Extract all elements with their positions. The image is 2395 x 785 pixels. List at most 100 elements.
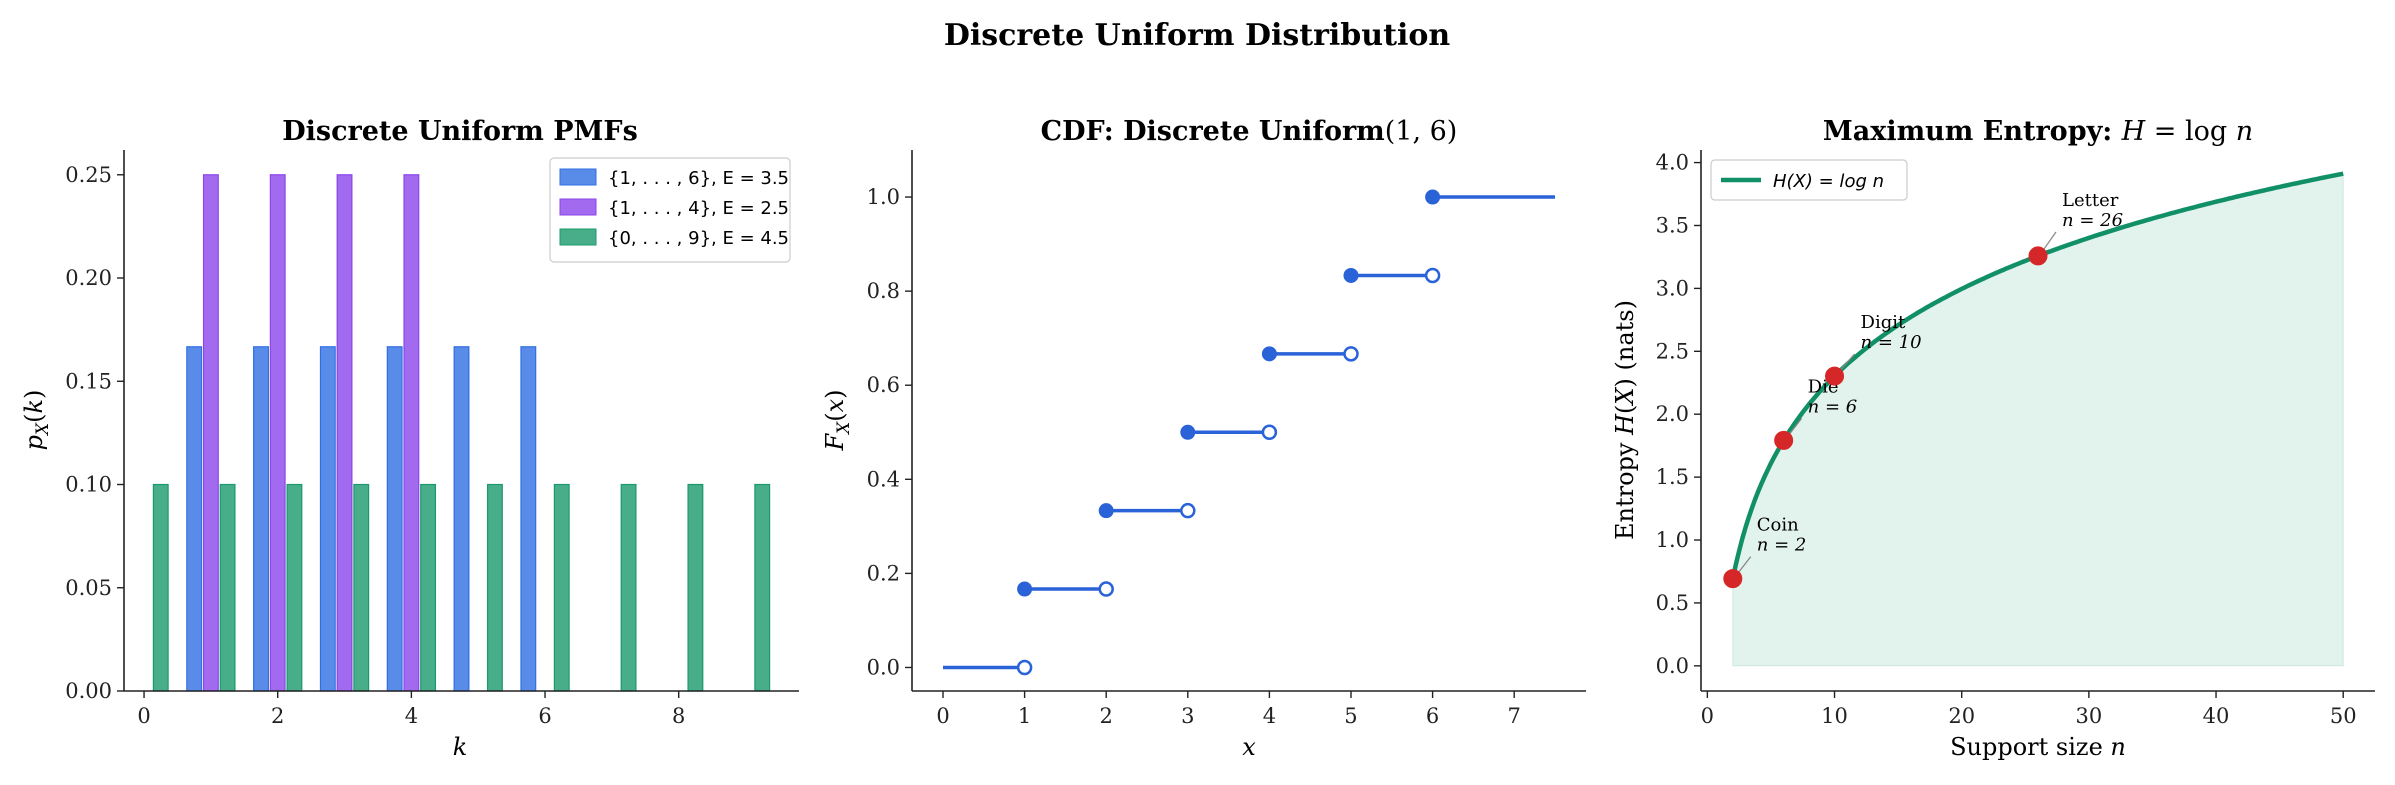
entropy-point <box>1825 366 1845 386</box>
entropy-x-axis-label: Support size n <box>1950 733 2126 761</box>
entropy-point <box>1774 430 1794 450</box>
pmf-bar <box>286 483 303 692</box>
cdf-x-tick-label: 1 <box>1018 704 1031 728</box>
cdf-x-tick-label: 4 <box>1263 704 1276 728</box>
cdf-x-tick-label: 3 <box>1181 704 1194 728</box>
pmf-bar <box>486 483 503 692</box>
entropy-point-n: n = 26 <box>2062 210 2123 231</box>
cdf-y-tick-label: 0.8 <box>867 279 900 303</box>
pmf-bar <box>253 346 269 692</box>
entropy-panel: Maximum Entropy: H = log n 0 10 20 30 40 50 0.… <box>1611 116 2375 761</box>
pmf-bar <box>202 174 219 692</box>
pmf-bar <box>319 346 336 692</box>
cdf-y-tick-label: 0.4 <box>867 467 900 491</box>
pmf-bar <box>403 174 420 692</box>
pmf-x-tick-label: 0 <box>137 704 150 728</box>
pmf-x-tick-label: 6 <box>538 704 551 728</box>
pmf-legend-swatch <box>559 198 597 216</box>
entropy-point-name: Letter <box>2062 190 2119 211</box>
cdf-y-tick-label: 0.2 <box>867 561 900 585</box>
entropy-y-tick-label: 0.0 <box>1656 654 1689 678</box>
entropy-y-tick-label: 1.5 <box>1656 465 1689 489</box>
entropy-point <box>2028 246 2048 266</box>
entropy-point-name: Coin <box>1757 515 1799 536</box>
pmf-y-tick-label: 0.20 <box>65 266 112 290</box>
cdf-x-axis-label: x <box>1242 733 1256 761</box>
pmf-bar <box>553 483 570 692</box>
entropy-legend-frame <box>1710 159 1908 201</box>
cdf-closed-point <box>1261 346 1277 362</box>
pmf-legend-swatch <box>559 168 597 186</box>
entropy-y-axis-label: Entropy H(X) (nats) <box>1611 300 1639 540</box>
pmf-bar <box>620 483 637 692</box>
pmf-y-axis-label: pX(k) <box>20 390 53 451</box>
entropy-y-tick-label: 3.5 <box>1656 213 1689 237</box>
cdf-closed-point <box>1098 503 1114 519</box>
cdf-open-point <box>1016 659 1033 676</box>
entropy-x-tick-label: 20 <box>1948 704 1975 728</box>
pmf-legend-label: {1, . . . , 6}, E = 3.5 <box>608 168 789 189</box>
pmf-x-axis-label: k <box>453 733 468 761</box>
pmf-bar <box>219 483 236 692</box>
pmf-bar <box>520 346 537 692</box>
cdf-x-tick-label: 7 <box>1508 704 1521 728</box>
pmf-x-tick-label: 4 <box>405 704 418 728</box>
cdf-panel-title: CDF: Discrete Uniform(1, 6) <box>1041 116 1458 147</box>
entropy-point-n: n = 2 <box>1757 535 1807 556</box>
pmf-bar <box>420 483 437 692</box>
cdf-closed-point <box>1017 581 1033 597</box>
pmf-panel-title: Discrete Uniform PMFs <box>282 116 638 147</box>
cdf-open-point <box>1424 267 1441 284</box>
cdf-x-tick-label: 6 <box>1426 704 1439 728</box>
cdf-x-tick-label: 2 <box>1100 704 1113 728</box>
entropy-y-tick-label: 1.0 <box>1656 528 1689 552</box>
entropy-legend-label: H(X) = log n <box>1773 171 1884 192</box>
cdf-y-tick-label: 0.6 <box>867 373 900 397</box>
pmf-y-tick-label: 0.05 <box>65 576 112 600</box>
cdf-y-axis-label: FX(x) <box>821 389 854 451</box>
pmf-legend-label: {1, . . . , 4}, E = 2.5 <box>608 198 789 219</box>
cdf-open-point <box>1343 346 1359 362</box>
cdf-x-tick-label: 0 <box>936 704 949 728</box>
pmf-bar <box>353 483 370 692</box>
entropy-x-tick-label: 10 <box>1821 704 1848 728</box>
entropy-annotation-arrow <box>2041 231 2057 253</box>
cdf-y-tick-label: 1.0 <box>867 185 900 209</box>
entropy-point-n: n = 10 <box>1861 332 1922 353</box>
entropy-y-tick-label: 4.0 <box>1656 151 1689 175</box>
cdf-panel: CDF: Discrete Uniform(1, 6) 0 1 2 3 4 5 6 7 0.0 0… <box>821 116 1586 761</box>
cdf-x-tick-label: 5 <box>1344 704 1357 728</box>
pmf-y-tick-label: 0.15 <box>65 369 112 393</box>
entropy-y-tick-label: 2.0 <box>1656 402 1689 426</box>
pmf-x-tick-label: 8 <box>672 704 685 728</box>
entropy-point-n: n = 6 <box>1808 396 1858 417</box>
pmf-bar <box>386 346 403 692</box>
cdf-y-tick-label: 0.0 <box>867 655 900 679</box>
cdf-closed-point <box>1425 189 1441 205</box>
pmf-y-tick-label: 0.00 <box>65 679 112 703</box>
pmf-bar <box>754 483 771 692</box>
pmf-x-tick-label: 2 <box>271 704 284 728</box>
entropy-panel-title: Maximum Entropy: H = log n <box>1823 116 2253 147</box>
cdf-open-point <box>1180 502 1196 519</box>
entropy-x-tick-label: 30 <box>2076 704 2103 728</box>
pmf-bar <box>453 346 470 692</box>
cdf-closed-point <box>1180 424 1196 440</box>
pmf-bar <box>687 483 704 692</box>
figure-title: Discrete Uniform Distribution <box>944 18 1451 53</box>
entropy-x-tick-label: 50 <box>2330 704 2357 728</box>
entropy-legend: H(X) = log n <box>1710 159 1908 201</box>
pmf-legend-swatch <box>559 228 597 246</box>
pmf-panel: Discrete Uniform PMFs 0 2 4 6 8 0.00 0.05 0.10 0… <box>20 116 799 761</box>
entropy-point-name: Digit <box>1861 312 1906 333</box>
entropy-x-tick-label: 40 <box>2203 704 2230 728</box>
pmf-bar <box>186 346 203 692</box>
cdf-closed-point <box>1343 267 1359 283</box>
pmf-legend-frame <box>549 157 791 263</box>
pmf-legend-label: {0, . . . , 9}, E = 4.5 <box>608 228 789 249</box>
entropy-y-tick-label: 0.5 <box>1656 591 1689 615</box>
pmf-y-tick-label: 0.25 <box>65 163 112 187</box>
cdf-open-point <box>1261 424 1278 441</box>
pmf-bar <box>152 483 169 692</box>
